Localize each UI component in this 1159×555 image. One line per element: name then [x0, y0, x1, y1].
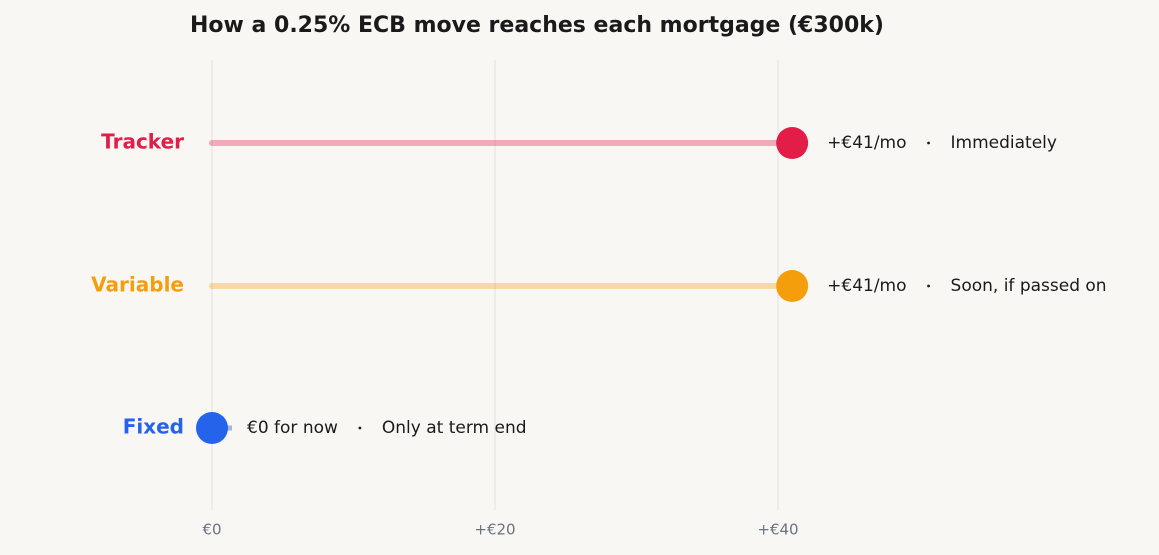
- category-label: Variable: [91, 273, 184, 297]
- category-label: Tracker: [101, 130, 184, 154]
- x-tick-label: €0: [202, 521, 221, 539]
- timing-label: Immediately: [951, 133, 1057, 153]
- value-label: +€41/mo: [827, 276, 906, 296]
- timing-label: Only at term end: [382, 418, 527, 438]
- chart-title: How a 0.25% ECB move reaches each mortga…: [190, 13, 884, 38]
- value-label: €0 for now: [247, 418, 338, 438]
- dot: [776, 270, 809, 302]
- timing-label: Soon, if passed on: [951, 276, 1107, 296]
- separator: [927, 141, 930, 145]
- separator: [927, 284, 930, 288]
- dot: [196, 412, 228, 444]
- x-tick-label: +€20: [474, 521, 515, 539]
- value-label: +€41/mo: [827, 133, 906, 153]
- dot: [776, 127, 809, 159]
- separator: [358, 426, 362, 430]
- category-label: Fixed: [123, 415, 184, 439]
- x-tick-label: +€40: [757, 521, 798, 539]
